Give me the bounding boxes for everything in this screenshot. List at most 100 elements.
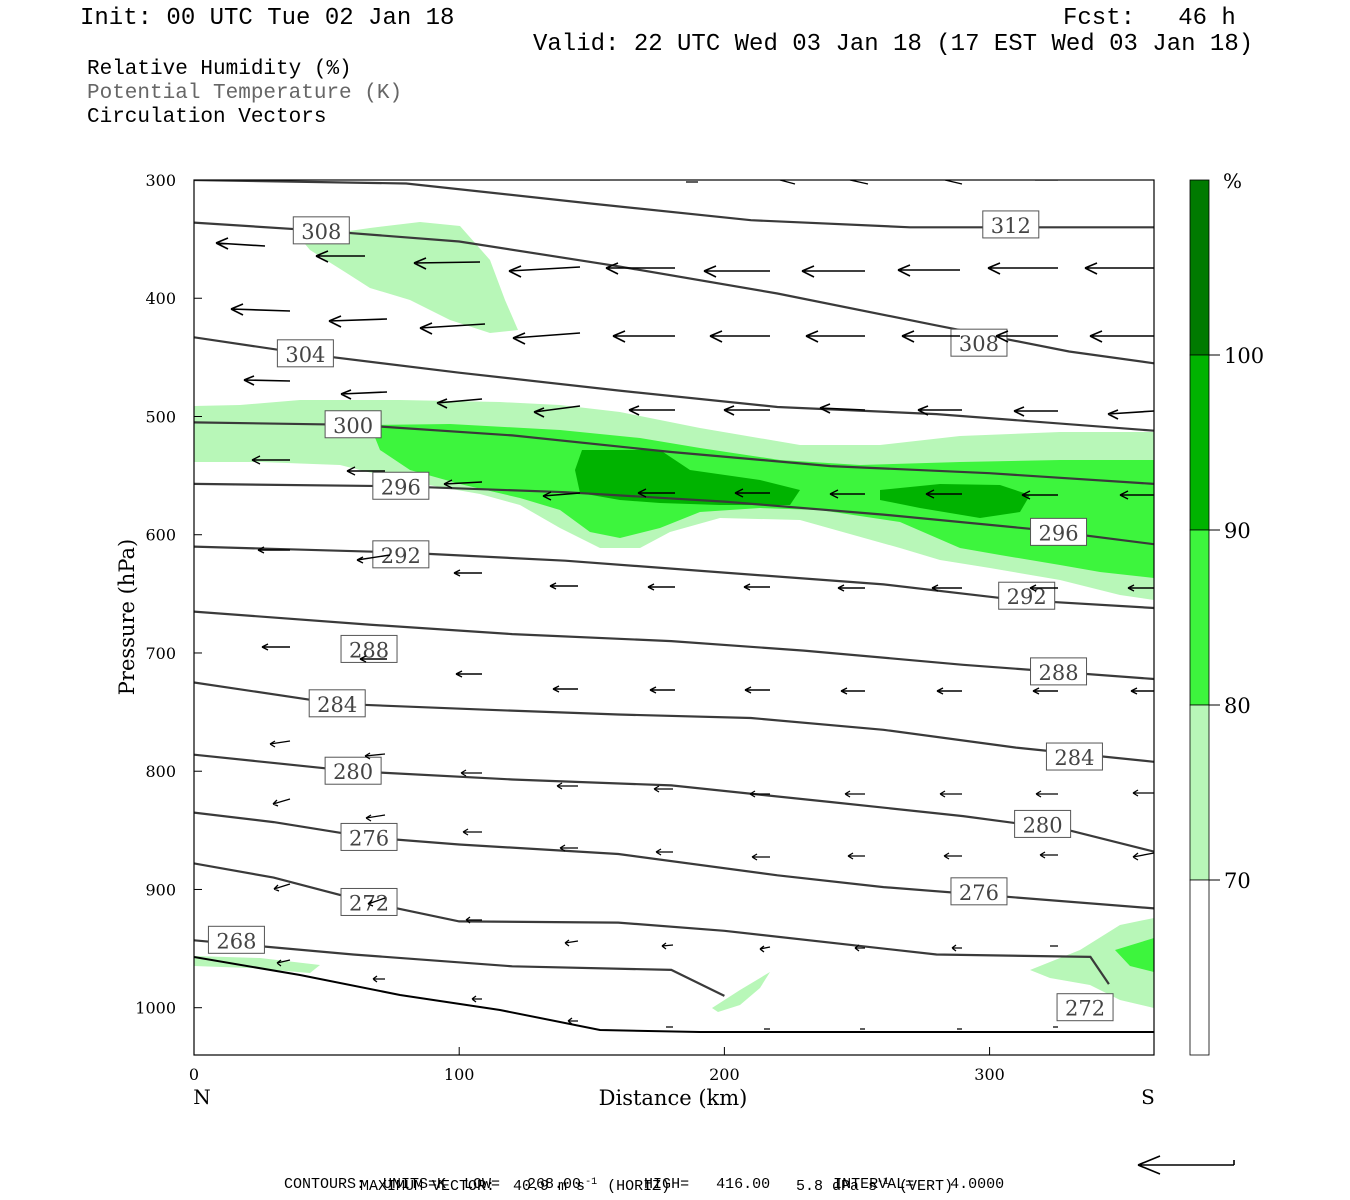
- colorbar-bin-low: [1189, 879, 1210, 1056]
- colorbar-bin-80: [1189, 529, 1210, 706]
- x-tick-label-100: 100: [444, 1065, 475, 1084]
- theta-label-276-3: 276: [349, 826, 389, 850]
- theta-contours: 2682722722762762802802842842882882922922…: [194, 180, 1154, 1022]
- theta-label-box-288-9: [340, 634, 398, 663]
- footer-vert-text: (VERT): [899, 1178, 954, 1195]
- theta-label-308-17: 308: [301, 220, 341, 244]
- theta-contour-272-1: [194, 862, 1110, 985]
- rh-80-sfc-east: [1115, 938, 1154, 972]
- theta-label-box-308-17: [292, 216, 350, 245]
- theta-label-box-308-18: [950, 328, 1008, 357]
- x-tick-label-300: 300: [974, 1065, 1005, 1084]
- theta-label-272-2: 272: [1065, 997, 1105, 1021]
- x-end-label-left: N: [193, 1085, 211, 1109]
- theta-label-box-292-12: [998, 581, 1056, 610]
- footer-exp-2: -1: [877, 1177, 890, 1188]
- theta-label-276-4: 276: [959, 881, 999, 905]
- rh-70-sfc-east: [1030, 918, 1154, 1008]
- theta-label-box-296-13: [372, 471, 430, 500]
- y-axis-ticks: 300 400 500 600 700 800 900 1000: [135, 171, 202, 1018]
- rh-70-upper-patch: [300, 222, 518, 333]
- theta-label-292-12: 292: [1007, 585, 1047, 609]
- theta-label-box-312-19: [982, 210, 1040, 239]
- rh-90-core-west: [575, 450, 800, 505]
- field-theta-label: Potential Temperature (K): [87, 82, 403, 105]
- theta-label-box-280-5: [324, 756, 382, 785]
- y-axis-label: Pressure (hPa): [115, 539, 139, 695]
- x-axis-label: Distance (km): [599, 1086, 748, 1110]
- colorbar-label-100: 100: [1224, 344, 1264, 368]
- colorbar: % 100 90 80 70: [1189, 169, 1264, 1056]
- y-tick-label-500: 500: [145, 407, 176, 426]
- field-vectors-label: Circulation Vectors: [87, 106, 327, 129]
- footer-contours: CONTOURS: UNITS=K LOW= 268.00 HIGH= 416.…: [284, 1176, 1005, 1193]
- vector-arrows-mid: [251, 455, 1154, 695]
- theta-label-268-0: 268: [216, 929, 256, 953]
- theta-contour-288-9: [194, 610, 1154, 681]
- theta-label-288-10: 288: [1038, 661, 1078, 685]
- x-axis-ticks: 0 100 200 300: [189, 1047, 1005, 1084]
- footer-horiz-text: (HORIZ): [607, 1178, 671, 1195]
- colorbar-label-90: 90: [1224, 519, 1251, 543]
- valid-time: Valid: 22 UTC Wed 03 Jan 18 (17 EST Wed …: [533, 31, 1254, 58]
- field-rh-label: Relative Humidity (%): [87, 58, 352, 81]
- theta-label-312-19: 312: [991, 214, 1031, 238]
- footer-max-vector-text: MAXIMUM VECTOR: 40.9 m s: [360, 1178, 586, 1195]
- theta-label-296-13: 296: [381, 475, 421, 499]
- cross-section-chart: 2682722722762762802802842842882882922922…: [115, 169, 1264, 1110]
- reference-vector-arrow: [1137, 1155, 1235, 1175]
- y-tick-label-300: 300: [145, 171, 176, 190]
- terrain: [194, 956, 1154, 1033]
- theta-label-box-284-7: [308, 689, 366, 718]
- theta-label-box-288-10: [1030, 657, 1088, 686]
- y-tick-label-1000: 1000: [135, 999, 176, 1018]
- colorbar-unit: %: [1223, 169, 1242, 193]
- rh-90-core-east: [880, 484, 1030, 518]
- vector-arrows-upper: [215, 237, 1154, 420]
- theta-label-304-16: 304: [285, 343, 325, 367]
- terrain-line: [194, 956, 1154, 1033]
- theta-label-box-276-4: [950, 877, 1008, 906]
- footer-vert-value: 5.8 dPa s: [796, 1178, 878, 1195]
- colorbar-label-80: 80: [1224, 694, 1251, 718]
- theta-label-284-7: 284: [317, 693, 357, 717]
- theta-label-box-296-14: [1030, 517, 1088, 546]
- theta-label-box-300-15: [324, 410, 382, 439]
- circulation-vectors: [215, 180, 1154, 1030]
- theta-label-296-14: 296: [1038, 521, 1078, 545]
- colorbar-bin-90: [1189, 354, 1210, 531]
- footer-exp-1: -1: [585, 1177, 598, 1188]
- theta-label-box-284-8: [1045, 742, 1103, 771]
- plot-frame: 300 400 500 600 700 800 900 1000 0 100 200 300 Dis…: [115, 171, 1155, 1110]
- theta-contour-312-19: [194, 180, 1154, 229]
- x-end-label-right: S: [1141, 1085, 1155, 1109]
- y-tick-label-600: 600: [145, 526, 176, 545]
- colorbar-bin-100: [1189, 179, 1210, 356]
- theta-label-box-304-16: [276, 339, 334, 368]
- plot-border: [193, 179, 1155, 1056]
- theta-label-box-272-1: [340, 887, 398, 916]
- theta-contour-268-0: [194, 939, 725, 997]
- theta-label-box-280-6: [1014, 809, 1072, 838]
- rh-shading: [194, 222, 1154, 1012]
- rh-70-sfc-mid: [712, 972, 770, 1012]
- y-tick-label-800: 800: [145, 762, 176, 781]
- rh-70-sfc-west: [194, 956, 320, 973]
- footer-vert-vector: 5.8 dPa s-1 (VERT): [778, 1157, 953, 1195]
- colorbar-label-70: 70: [1224, 869, 1251, 893]
- theta-label-box-268-0: [207, 925, 265, 954]
- theta-label-284-8: 284: [1054, 746, 1094, 770]
- theta-label-box-272-2: [1056, 993, 1114, 1022]
- vector-arrows-lower: [269, 180, 1154, 1030]
- theta-label-308-18: 308: [959, 332, 999, 356]
- colorbar-bin-70: [1189, 704, 1210, 881]
- theta-label-280-6: 280: [1023, 813, 1063, 837]
- theta-label-280-5: 280: [333, 760, 373, 784]
- theta-label-300-15: 300: [333, 414, 373, 438]
- theta-label-box-292-11: [372, 540, 430, 569]
- y-tick-label-700: 700: [145, 644, 176, 663]
- init-time: Init: 00 UTC Tue 02 Jan 18: [80, 5, 455, 32]
- footer-max-vector: MAXIMUM VECTOR: 40.9 m s-1 (HORIZ): [342, 1157, 670, 1195]
- y-tick-label-900: 900: [145, 880, 176, 899]
- x-tick-label-0: 0: [189, 1065, 199, 1084]
